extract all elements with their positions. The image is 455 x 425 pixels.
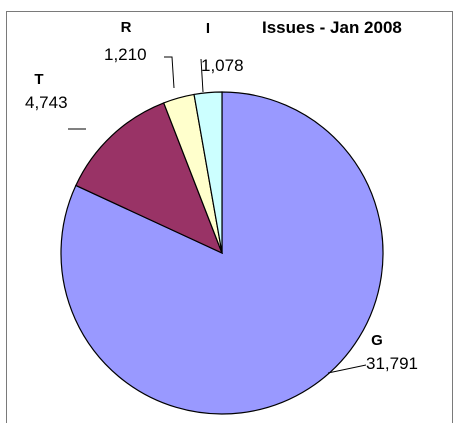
category-label-g: G: [371, 332, 383, 349]
leader-line-r: [164, 57, 174, 88]
category-label-t: T: [34, 71, 43, 88]
value-label-i: 1,078: [201, 56, 244, 75]
pie-slices: [61, 92, 383, 414]
value-label-g: 31,791: [366, 354, 418, 373]
value-label-r: 1,210: [104, 45, 147, 64]
value-label-t: 4,743: [25, 93, 68, 112]
category-label-r: R: [121, 19, 132, 36]
chart-title: Issues - Jan 2008: [262, 18, 402, 37]
category-label-i: I: [206, 20, 210, 37]
